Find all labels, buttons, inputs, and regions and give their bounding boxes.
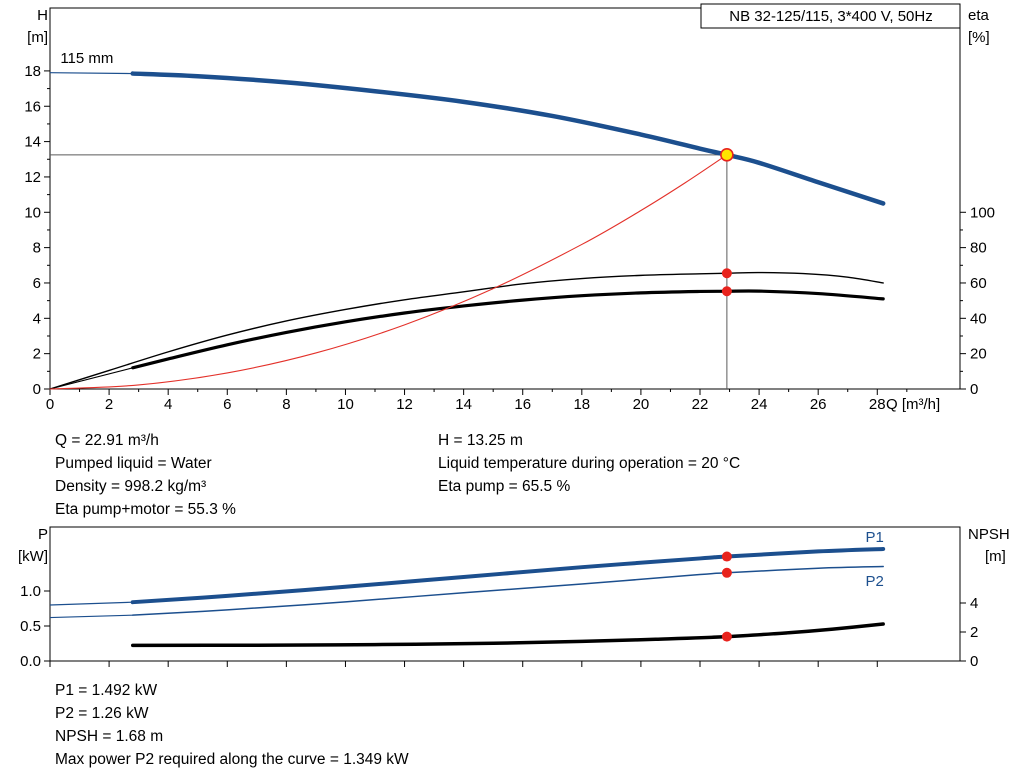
p1-curve-label: P1 — [865, 529, 883, 546]
y-axis-title: P — [38, 526, 48, 543]
y-tick-label: 18 — [24, 63, 41, 80]
x-tick-label: 28 — [869, 396, 886, 413]
x-tick-label: 26 — [810, 396, 827, 413]
y2-axis-ticks: 0 2 4 — [960, 595, 978, 670]
y-axis-title: [m] — [27, 29, 48, 46]
power-info-block: P1 = 1.492 kW P2 = 1.26 kW NPSH = 1.68 m… — [55, 679, 409, 771]
npsh-curve — [130, 622, 885, 648]
x-tick-label: 18 — [573, 396, 590, 413]
p2-curve — [131, 565, 884, 616]
y2-tick-label: 80 — [970, 240, 987, 257]
x-tick-label: 2 — [105, 396, 113, 413]
info-line-density: Density = 998.2 kg/m³ — [55, 478, 207, 495]
operating-point-marker[interactable] — [720, 148, 734, 162]
head-curve-115mm-lead — [49, 72, 133, 75]
y-axis-ticks: 0.0 0.5 1.0 — [20, 583, 50, 670]
p1-curve — [130, 546, 886, 605]
x-axis-label: Q [m³/h] — [886, 396, 940, 413]
y-tick-label: 14 — [24, 134, 41, 151]
info-line-max-power: Max power P2 required along the curve = … — [55, 751, 409, 768]
y-axis-title: H — [37, 7, 48, 24]
y2-axis-title: NPSH — [968, 526, 1010, 543]
x-tick-label: 8 — [282, 396, 290, 413]
y2-tick-label: 0 — [970, 381, 978, 398]
system-curve — [49, 154, 728, 390]
x-tick-label: 20 — [633, 396, 650, 413]
y-tick-label: 1.0 — [20, 583, 41, 600]
y2-axis-ticks: 0 20 40 60 80 100 — [960, 204, 995, 398]
info-line-h: H = 13.25 m — [438, 432, 523, 449]
y-tick-label: 0.0 — [20, 653, 41, 670]
duty-point-marker — [721, 551, 732, 562]
y-tick-label: 2 — [33, 346, 41, 363]
info-line-p2: P2 = 1.26 kW — [55, 705, 149, 722]
duty-point-marker — [721, 631, 732, 642]
x-tick-label: 16 — [514, 396, 531, 413]
x-axis-ticks — [49, 661, 878, 667]
y-tick-label: 8 — [33, 240, 41, 257]
y2-tick-label: 4 — [970, 595, 978, 612]
x-tick-label: 0 — [46, 396, 54, 413]
info-line-temperature: Liquid temperature during operation = 20… — [438, 455, 741, 472]
x-axis-ticks: 0 2 4 6 8 10 12 14 16 18 20 22 24 26 28 Q [m³/h] — [46, 389, 940, 413]
y-tick-label: 0.5 — [20, 618, 41, 635]
x-tick-label: 22 — [692, 396, 709, 413]
info-line-p1: P1 = 1.492 kW — [55, 682, 158, 699]
y-tick-label: 10 — [24, 204, 41, 221]
p2-curve-lead — [49, 614, 133, 619]
eta-pump-curve — [49, 271, 884, 390]
info-line-eta-pump-motor: Eta pump+motor = 55.3 % — [55, 501, 236, 518]
y-tick-label: 16 — [24, 98, 41, 115]
duty-point-marker — [721, 567, 732, 578]
y-tick-label: 4 — [33, 310, 41, 327]
y2-tick-label: 60 — [970, 275, 987, 292]
duty-point-marker — [721, 286, 732, 297]
y-tick-label: 0 — [33, 381, 41, 398]
info-line-eta-pump: Eta pump = 65.5 % — [438, 478, 571, 495]
plot-border — [49, 526, 961, 662]
x-tick-label: 24 — [751, 396, 768, 413]
x-tick-label: 14 — [455, 396, 472, 413]
duty-info-right: H = 13.25 m Liquid temperature during op… — [438, 429, 740, 498]
y2-axis-title: eta — [968, 7, 990, 24]
y-axis-title: [kW] — [18, 548, 48, 565]
power-npsh-chart: 0.0 0.5 1.0 0 2 4 P [kW] NPSH [m] P1 P2 — [18, 526, 1010, 670]
y2-tick-label: 0 — [970, 653, 978, 670]
eta-pump-motor-curve-lead — [49, 367, 133, 390]
y2-tick-label: 40 — [970, 310, 987, 327]
y2-tick-label: 20 — [970, 346, 987, 363]
y-tick-label: 6 — [33, 275, 41, 292]
info-line-q: Q = 22.91 m³/h — [55, 432, 159, 449]
x-tick-label: 12 — [396, 396, 413, 413]
y2-axis-title: [m] — [985, 548, 1006, 565]
y2-axis-title: [%] — [968, 29, 990, 46]
info-line-liquid: Pumped liquid = Water — [55, 455, 212, 472]
duty-point-marker — [721, 268, 732, 279]
y2-tick-label: 100 — [970, 204, 995, 221]
p1-curve-lead — [49, 601, 133, 606]
duty-info-left: Q = 22.91 m³/h Pumped liquid = Water Den… — [55, 429, 236, 521]
y-axis-ticks: 0 2 4 6 8 10 12 14 16 18 — [24, 63, 50, 398]
crosshair-lines — [50, 154, 728, 389]
p2-curve-label: P2 — [865, 573, 883, 590]
y2-tick-label: 2 — [970, 624, 978, 641]
chart-title-box — [700, 3, 961, 29]
info-line-npsh: NPSH = 1.68 m — [55, 728, 164, 745]
x-tick-label: 10 — [337, 396, 354, 413]
x-tick-label: 4 — [164, 396, 172, 413]
chart-title: NB 32-125/115, 3*400 V, 50Hz — [729, 8, 932, 25]
x-tick-label: 6 — [223, 396, 231, 413]
plot-border — [49, 7, 961, 390]
y-tick-label: 12 — [24, 169, 41, 186]
hq-eta-chart: 0 2 4 6 8 10 12 14 16 18 20 22 24 26 28 Q [m³/h]0246810… — [24, 3, 995, 413]
impeller-size-label: 115 mm — [60, 50, 113, 67]
eta-pump-motor-curve — [131, 289, 885, 370]
head-curve-115mm — [130, 71, 886, 206]
